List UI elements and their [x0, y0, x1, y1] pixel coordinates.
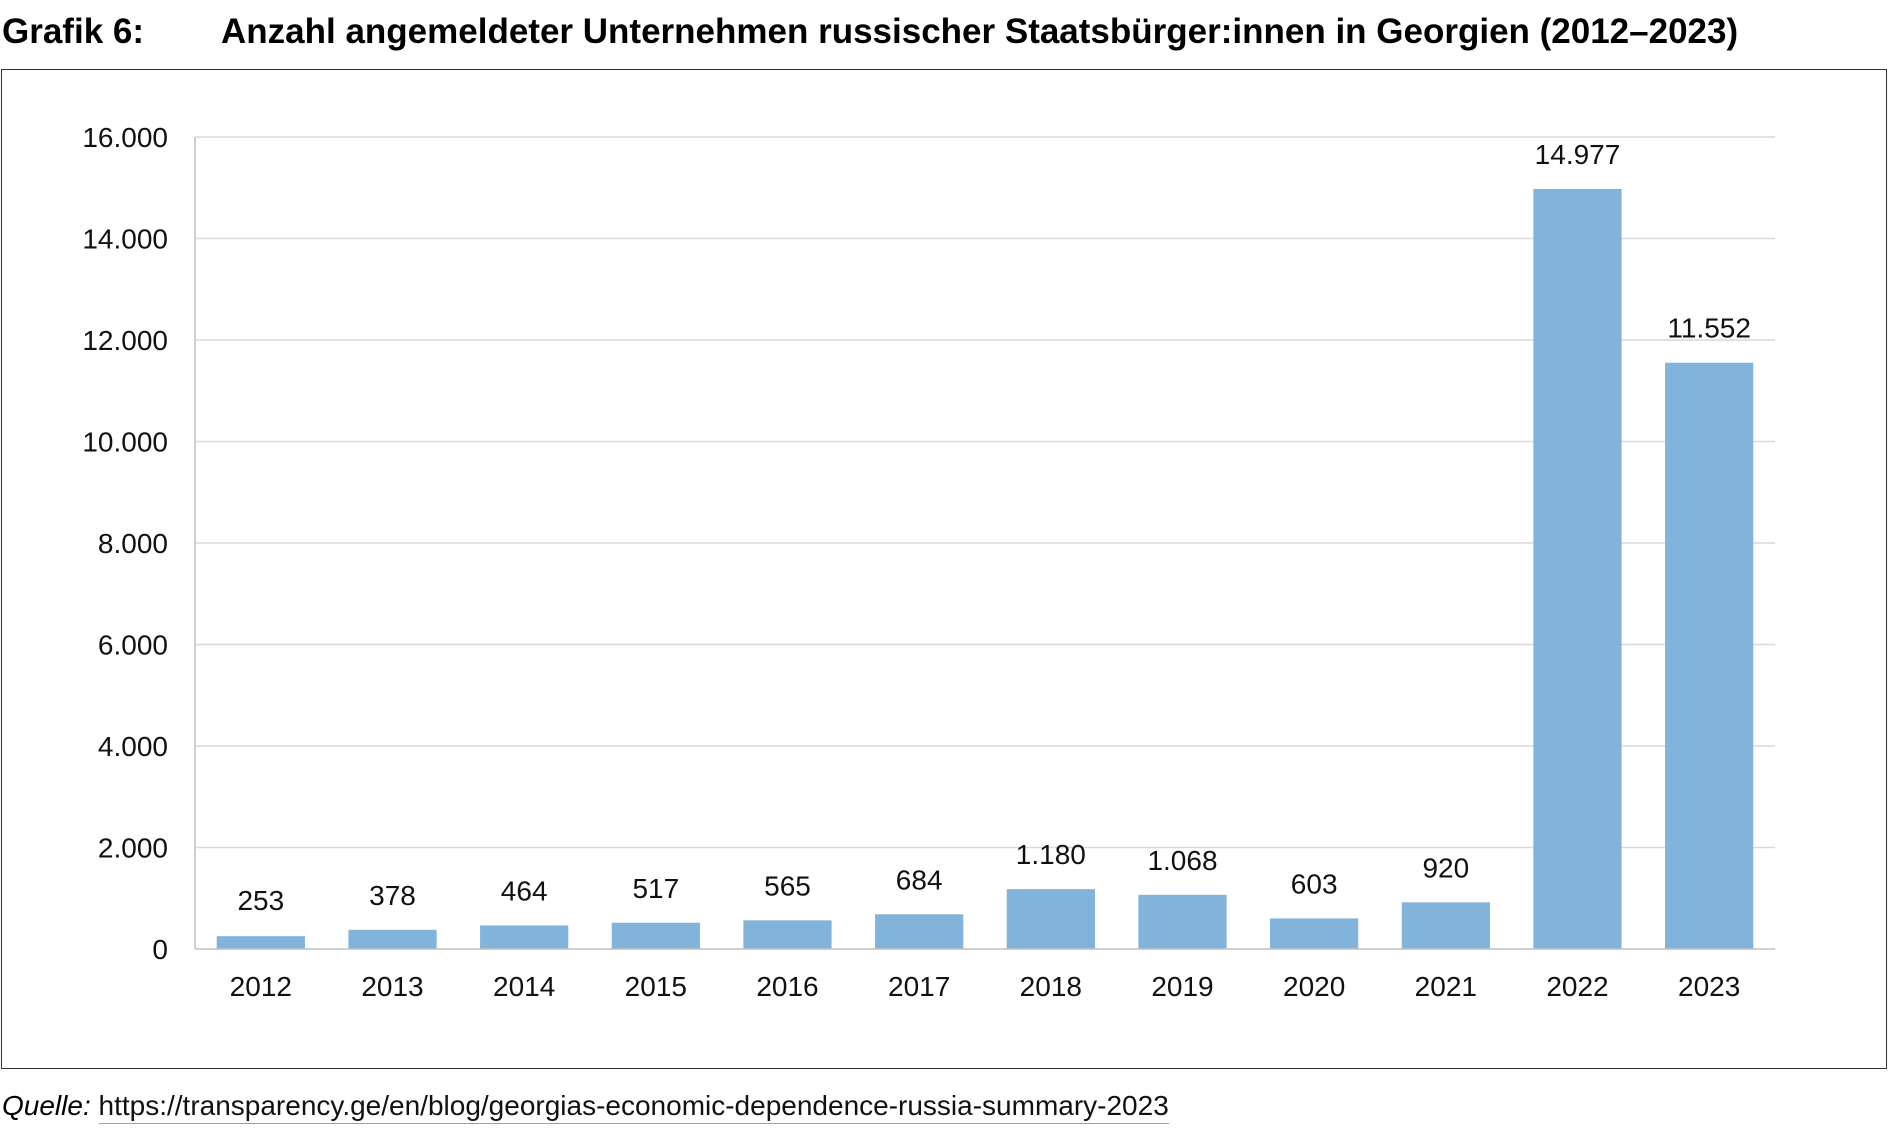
- x-tick-label: 2014: [493, 971, 555, 1002]
- x-tick-label: 2012: [230, 971, 292, 1002]
- axes: [194, 137, 1775, 950]
- chart-title: Anzahl angemeldeter Unternehmen russisch…: [221, 12, 1739, 51]
- data-label-2018: 1.180: [1016, 839, 1086, 870]
- x-tick-label: 2023: [1678, 971, 1740, 1002]
- bar-2014: [480, 925, 569, 949]
- chart-frame: [1, 69, 1887, 1069]
- data-label-2014: 464: [501, 875, 548, 906]
- x-tick-label: 2018: [1020, 971, 1082, 1002]
- y-tick-label: 2.000: [98, 833, 168, 864]
- bar-2013: [348, 929, 437, 949]
- data-label-2012: 253: [237, 885, 284, 916]
- data-label-2013: 378: [369, 880, 416, 911]
- bar-2016: [743, 920, 832, 949]
- y-tick-label: 10.000: [82, 427, 168, 458]
- bar-2022: [1533, 188, 1622, 950]
- source-label: Quelle:: [2, 1090, 91, 1121]
- data-label-2017: 684: [896, 864, 943, 895]
- y-tick-label: 14.000: [82, 224, 168, 255]
- gridlines: [195, 136, 1775, 849]
- data-label-2015: 517: [632, 873, 679, 904]
- x-tick-label: 2020: [1283, 971, 1345, 1002]
- y-tick-label: 12.000: [82, 325, 168, 356]
- data-label-2019: 1.068: [1147, 845, 1217, 876]
- chart-title-row: Grafik 6: Anzahl angemeldeter Unternehme…: [0, 6, 1891, 58]
- data-label-2020: 603: [1291, 868, 1338, 899]
- x-tick-label: 2019: [1151, 971, 1213, 1002]
- data-label-2016: 565: [764, 870, 811, 901]
- x-tick-label: 2015: [625, 971, 687, 1002]
- x-tick-label: 2016: [756, 971, 818, 1002]
- bar-2019: [1138, 894, 1227, 949]
- y-tick-label: 6.000: [98, 630, 168, 661]
- bar-2015: [611, 922, 700, 949]
- x-tick-label: 2021: [1415, 971, 1477, 1002]
- bar-2012: [216, 936, 305, 949]
- x-tick-label: 2022: [1546, 971, 1608, 1002]
- bar-2021: [1401, 902, 1490, 949]
- figure-label: Grafik 6:: [2, 12, 144, 51]
- x-tick-label: 2017: [888, 971, 950, 1002]
- y-tick-label: 16.000: [82, 122, 168, 153]
- bars: [216, 188, 1754, 950]
- bar-2023: [1665, 362, 1754, 950]
- bar-2020: [1270, 918, 1359, 949]
- data-label-2022: 14.977: [1535, 139, 1621, 170]
- y-tick-label: 8.000: [98, 528, 168, 559]
- data-label-2021: 920: [1422, 852, 1469, 883]
- data-label-2023: 11.552: [1667, 313, 1751, 344]
- labels: 0 2.000 4.000 6.000 8.000 10.000 12.000 14.000 1…: [82, 122, 1751, 1002]
- source-link[interactable]: https://transparency.ge/en/blog/georgias…: [98, 1090, 1169, 1124]
- bar-2017: [875, 914, 964, 949]
- x-tick-label: 2013: [361, 971, 423, 1002]
- y-tick-label: 4.000: [98, 731, 168, 762]
- y-tick-label: 0: [152, 934, 168, 965]
- source-note: Quelle: https://transparency.ge/en/blog/…: [2, 1088, 1169, 1124]
- bar-2018: [1006, 889, 1095, 949]
